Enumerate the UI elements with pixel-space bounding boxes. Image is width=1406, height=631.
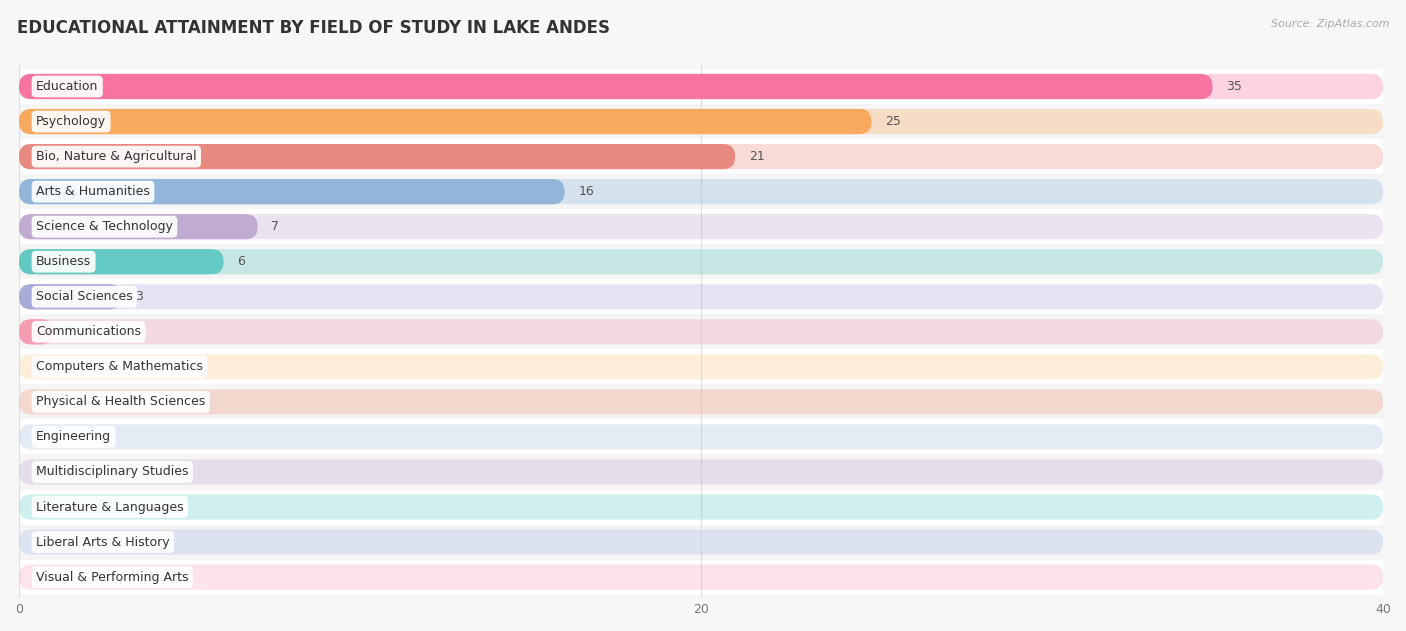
FancyBboxPatch shape xyxy=(20,424,1384,449)
FancyBboxPatch shape xyxy=(20,144,1384,169)
Text: Business: Business xyxy=(37,255,91,268)
Text: 0: 0 xyxy=(32,360,41,374)
Bar xyxy=(20,420,1384,454)
Bar xyxy=(20,174,1384,209)
Text: Computers & Mathematics: Computers & Mathematics xyxy=(37,360,202,374)
Text: 1: 1 xyxy=(66,326,75,338)
Text: 3: 3 xyxy=(135,290,143,304)
Bar xyxy=(20,560,1384,594)
Text: Engineering: Engineering xyxy=(37,430,111,444)
FancyBboxPatch shape xyxy=(20,284,121,309)
Text: 0: 0 xyxy=(32,570,41,584)
Bar xyxy=(20,104,1384,139)
FancyBboxPatch shape xyxy=(20,459,1384,485)
Text: Psychology: Psychology xyxy=(37,115,107,128)
Text: 21: 21 xyxy=(749,150,765,163)
Bar xyxy=(20,209,1384,244)
FancyBboxPatch shape xyxy=(20,179,1384,204)
Bar xyxy=(20,454,1384,490)
Bar xyxy=(20,69,1384,104)
Text: 0: 0 xyxy=(32,536,41,548)
Text: Literature & Languages: Literature & Languages xyxy=(37,500,184,514)
Text: 0: 0 xyxy=(32,466,41,478)
FancyBboxPatch shape xyxy=(20,354,1384,379)
Text: 0: 0 xyxy=(32,396,41,408)
Text: 16: 16 xyxy=(578,185,593,198)
Text: Communications: Communications xyxy=(37,326,141,338)
FancyBboxPatch shape xyxy=(20,319,1384,345)
Bar xyxy=(20,139,1384,174)
FancyBboxPatch shape xyxy=(20,214,1384,239)
Text: Liberal Arts & History: Liberal Arts & History xyxy=(37,536,170,548)
Text: EDUCATIONAL ATTAINMENT BY FIELD OF STUDY IN LAKE ANDES: EDUCATIONAL ATTAINMENT BY FIELD OF STUDY… xyxy=(17,19,610,37)
FancyBboxPatch shape xyxy=(20,144,735,169)
Text: 25: 25 xyxy=(886,115,901,128)
Text: 0: 0 xyxy=(32,500,41,514)
FancyBboxPatch shape xyxy=(20,529,1384,555)
Bar xyxy=(20,490,1384,524)
Text: Education: Education xyxy=(37,80,98,93)
FancyBboxPatch shape xyxy=(20,74,1212,99)
Text: Multidisciplinary Studies: Multidisciplinary Studies xyxy=(37,466,188,478)
FancyBboxPatch shape xyxy=(20,109,872,134)
FancyBboxPatch shape xyxy=(20,74,1384,99)
FancyBboxPatch shape xyxy=(20,249,1384,274)
FancyBboxPatch shape xyxy=(20,495,1384,520)
Bar xyxy=(20,244,1384,280)
Text: 6: 6 xyxy=(238,255,245,268)
Text: Social Sciences: Social Sciences xyxy=(37,290,132,304)
Bar xyxy=(20,350,1384,384)
Text: Physical & Health Sciences: Physical & Health Sciences xyxy=(37,396,205,408)
FancyBboxPatch shape xyxy=(20,249,224,274)
Text: 7: 7 xyxy=(271,220,280,233)
FancyBboxPatch shape xyxy=(20,319,53,345)
Bar xyxy=(20,280,1384,314)
Text: Science & Technology: Science & Technology xyxy=(37,220,173,233)
Bar xyxy=(20,314,1384,350)
FancyBboxPatch shape xyxy=(20,109,1384,134)
Bar xyxy=(20,384,1384,420)
Text: 35: 35 xyxy=(1226,80,1241,93)
Text: Visual & Performing Arts: Visual & Performing Arts xyxy=(37,570,188,584)
Text: Bio, Nature & Agricultural: Bio, Nature & Agricultural xyxy=(37,150,197,163)
FancyBboxPatch shape xyxy=(20,179,565,204)
FancyBboxPatch shape xyxy=(20,284,1384,309)
FancyBboxPatch shape xyxy=(20,389,1384,415)
Text: Arts & Humanities: Arts & Humanities xyxy=(37,185,150,198)
FancyBboxPatch shape xyxy=(20,565,1384,590)
Text: Source: ZipAtlas.com: Source: ZipAtlas.com xyxy=(1271,19,1389,29)
Text: 0: 0 xyxy=(32,430,41,444)
Bar xyxy=(20,524,1384,560)
FancyBboxPatch shape xyxy=(20,214,257,239)
